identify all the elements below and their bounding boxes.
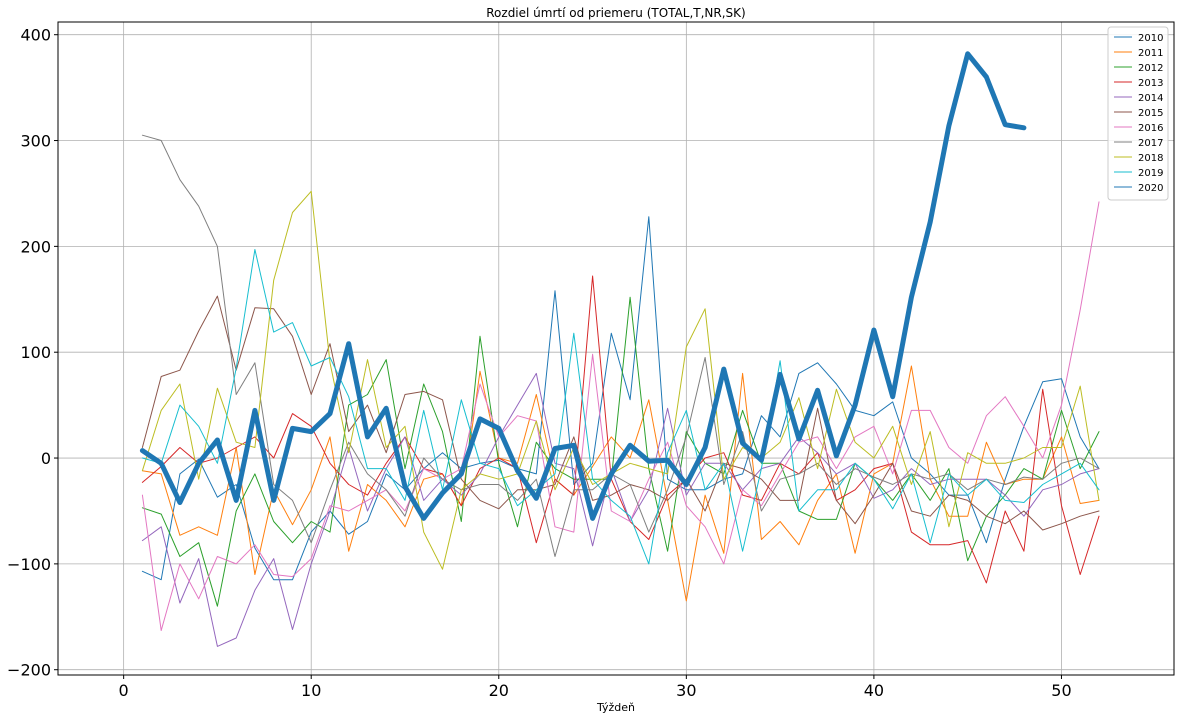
series-line-2012 <box>141 296 1100 607</box>
legend-label-2015: 2015 <box>1138 108 1163 119</box>
series-line-2019 <box>141 249 1100 565</box>
series-line-2015 <box>141 295 1100 531</box>
chart-title: Rozdiel úmrtí od priemeru (TOTAL,T,NR,SK… <box>486 6 745 20</box>
legend-label-2017: 2017 <box>1138 138 1163 149</box>
x-tick-label: 30 <box>676 681 696 700</box>
x-tick-label: 20 <box>489 681 509 700</box>
series-line-2018 <box>141 190 1100 570</box>
legend-label-2018: 2018 <box>1138 153 1163 164</box>
legend-label-2012: 2012 <box>1138 63 1163 74</box>
y-tick-label: 100 <box>20 343 51 362</box>
legend-label-2014: 2014 <box>1138 93 1163 104</box>
series-line-2016 <box>141 201 1100 631</box>
x-tick-label: 10 <box>301 681 321 700</box>
series-line-2020 <box>139 51 1027 521</box>
legend-label-2016: 2016 <box>1138 123 1163 134</box>
legend-label-2020: 2020 <box>1138 183 1163 194</box>
y-tick-label: 400 <box>20 26 51 45</box>
y-axis: −200 −100 0 100 200 300 400 <box>7 26 58 680</box>
x-axis: 0 10 20 30 40 50 <box>119 675 1072 700</box>
x-tick-label: 50 <box>1051 681 1071 700</box>
series-line-2011 <box>141 365 1100 602</box>
y-tick-label: 200 <box>20 237 51 256</box>
legend-label-2013: 2013 <box>1138 78 1163 89</box>
y-tick-label: −100 <box>7 555 51 574</box>
legend-label-2011: 2011 <box>1138 48 1163 59</box>
x-axis-title: Týždeň <box>596 701 635 714</box>
plot-frame <box>57 21 1175 676</box>
x-tick-label: 0 <box>119 681 129 700</box>
y-tick-label: −200 <box>7 661 51 680</box>
legend: 2010 2011 2012 2013 2014 2015 2016 2017 2018 2019… <box>1107 26 1169 201</box>
y-tick-label: 300 <box>20 132 51 151</box>
series-line-2013 <box>141 275 1100 584</box>
series-lines <box>139 51 1100 647</box>
legend-label-2019: 2019 <box>1138 168 1163 179</box>
legend-label-2010: 2010 <box>1138 33 1163 44</box>
x-tick-label: 40 <box>864 681 884 700</box>
series-line-2017 <box>141 134 1100 557</box>
y-tick-label: 0 <box>41 449 51 468</box>
series-line-2014 <box>141 372 1100 647</box>
